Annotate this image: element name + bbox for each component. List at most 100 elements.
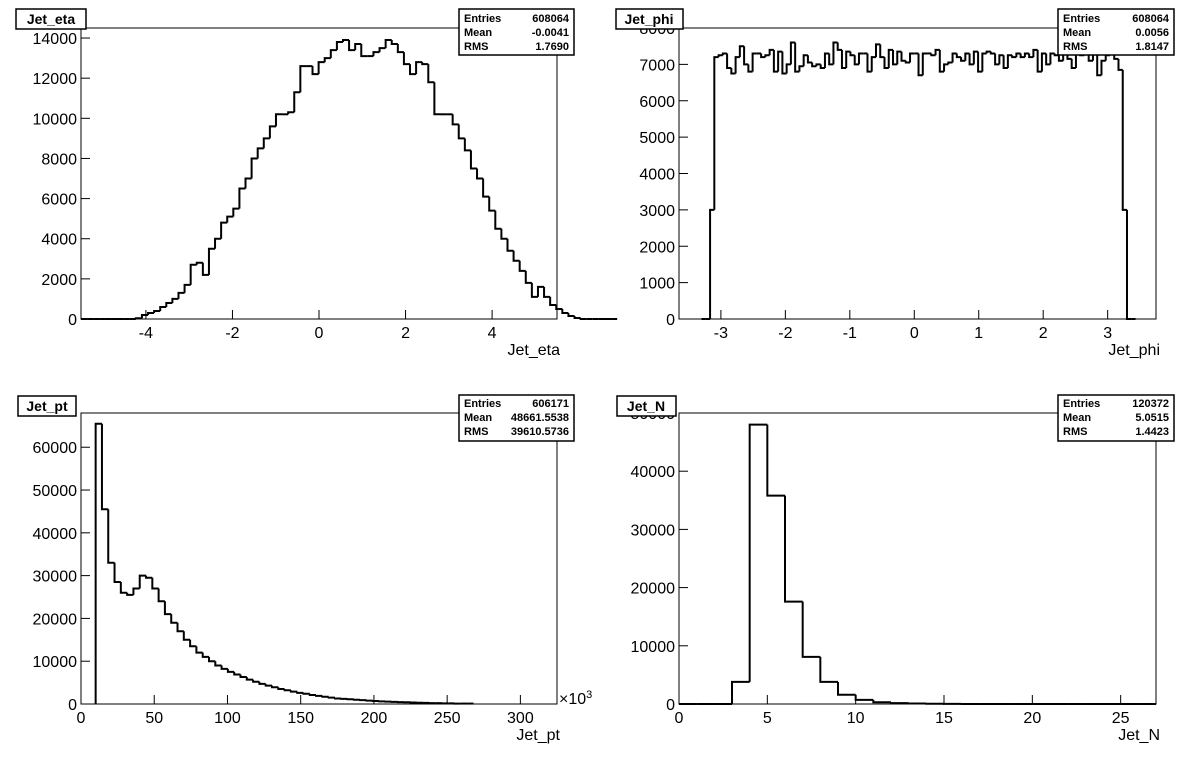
stats-rms-label: RMS	[1063, 41, 1087, 53]
histogram-bin	[500, 228, 508, 240]
histogram-bin	[469, 150, 478, 170]
title-box: Jet_pt	[17, 395, 77, 417]
histogram-bin	[195, 646, 203, 654]
histogram-bin	[317, 61, 325, 75]
histogram-bin	[998, 54, 1004, 65]
x-tick-label: -2	[225, 325, 239, 342]
histogram-bin	[802, 54, 808, 67]
histogram-bin	[189, 639, 197, 648]
stats-entries-value: 608064	[532, 13, 570, 25]
x-tick-label: 300	[507, 710, 534, 727]
y-tick-label: 7000	[639, 57, 675, 74]
histogram-bin	[555, 304, 563, 310]
histogram-bin	[1032, 48, 1038, 58]
y-tick-label: 40000	[33, 526, 78, 543]
y-tick-label: 30000	[33, 569, 78, 586]
histogram-bin	[854, 694, 874, 701]
histogram-bin	[900, 51, 906, 62]
histogram-bin	[731, 680, 750, 704]
histogram-bin	[107, 509, 115, 564]
x-axis-label: Jet_phi	[1108, 342, 1160, 359]
y-tick-label: 20000	[631, 581, 676, 598]
stats-rms-value: 1.7690	[535, 41, 569, 53]
stats-rms-value: 39610.5736	[511, 426, 569, 438]
histogram-bin	[195, 261, 203, 265]
x-tick-label: 25	[1112, 710, 1130, 727]
histogram-bin	[360, 44, 368, 58]
y-tick-label: 10000	[631, 639, 676, 656]
histogram-bin	[879, 44, 885, 59]
histogram-bin	[299, 65, 307, 93]
histogram-bin	[543, 286, 551, 298]
histogram-bin	[113, 562, 121, 584]
histogram-bin	[302, 692, 310, 695]
y-tick-label: 2000	[41, 272, 77, 289]
stats-mean-label: Mean	[464, 412, 492, 424]
histogram-bin	[262, 137, 270, 149]
stats-rms-value: 1.8147	[1135, 41, 1169, 53]
stats-rms-label: RMS	[464, 426, 488, 438]
histogram-bin	[866, 53, 872, 73]
histogram-bin	[171, 297, 179, 303]
histogram-bin	[960, 57, 966, 62]
histogram-bin	[226, 215, 234, 223]
histogram-bin	[567, 312, 575, 317]
histogram-bin	[717, 54, 723, 58]
histogram-bin	[1002, 55, 1008, 70]
histogram-bin	[252, 679, 260, 683]
histogram-bin	[244, 177, 252, 189]
histogram-bin	[849, 51, 855, 57]
histogram-bin	[815, 63, 821, 67]
stats-mean-label: Mean	[464, 27, 492, 39]
histogram-bin	[518, 260, 526, 272]
histogram-bin	[283, 689, 291, 692]
histogram-bin	[335, 41, 343, 51]
histogram-bin	[94, 422, 102, 704]
y-tick-label: 1000	[639, 276, 675, 293]
histogram-bin	[293, 91, 301, 113]
histogram-bin	[883, 57, 889, 70]
histogram-bin	[738, 45, 745, 58]
histogram-bin	[476, 168, 484, 180]
y-tick-label: 5000	[639, 130, 675, 147]
histogram-bin	[766, 424, 785, 497]
histogram-bin	[870, 56, 876, 72]
histogram-bin	[457, 124, 465, 140]
histogram-bin	[909, 52, 915, 63]
histogram-bin	[427, 64, 435, 84]
histogram-bin	[561, 308, 569, 314]
histogram-bin	[872, 699, 891, 704]
histogram-bin	[415, 61, 423, 75]
histogram-bin	[354, 43, 362, 51]
x-tick-label: 5	[763, 710, 772, 727]
histogram-bin	[201, 652, 210, 658]
x-tick-label: 15	[935, 710, 953, 727]
histogram-bin	[994, 53, 1000, 66]
histogram-bin	[151, 577, 159, 590]
histogram-bin	[488, 196, 496, 212]
histogram-bin	[1100, 59, 1106, 76]
histogram-bin	[789, 41, 796, 65]
histogram-bin	[764, 54, 770, 58]
histogram-bin	[794, 42, 800, 73]
histogram-bin	[138, 574, 147, 589]
histogram-bin	[730, 68, 736, 75]
histogram-bin	[258, 681, 266, 685]
stats-mean-label: Mean	[1063, 412, 1091, 424]
histogram-bin	[887, 48, 894, 69]
histogram-bin	[801, 601, 821, 658]
histogram-bin	[896, 50, 902, 65]
stats-mean-label: Mean	[1063, 27, 1091, 39]
histogram-bin	[1096, 53, 1102, 77]
histogram-bin	[402, 52, 411, 66]
histogram-bin	[734, 56, 740, 74]
histogram-bin	[378, 47, 386, 53]
histogram-bin	[819, 656, 838, 683]
histogram-bin	[433, 82, 441, 116]
histogram-bin	[327, 696, 335, 699]
histogram-bin	[238, 187, 246, 209]
histogram-bin	[1125, 209, 1132, 320]
histogram-bin	[524, 270, 532, 284]
title-box: Jet_eta	[15, 8, 87, 30]
histogram-bin	[482, 178, 490, 198]
